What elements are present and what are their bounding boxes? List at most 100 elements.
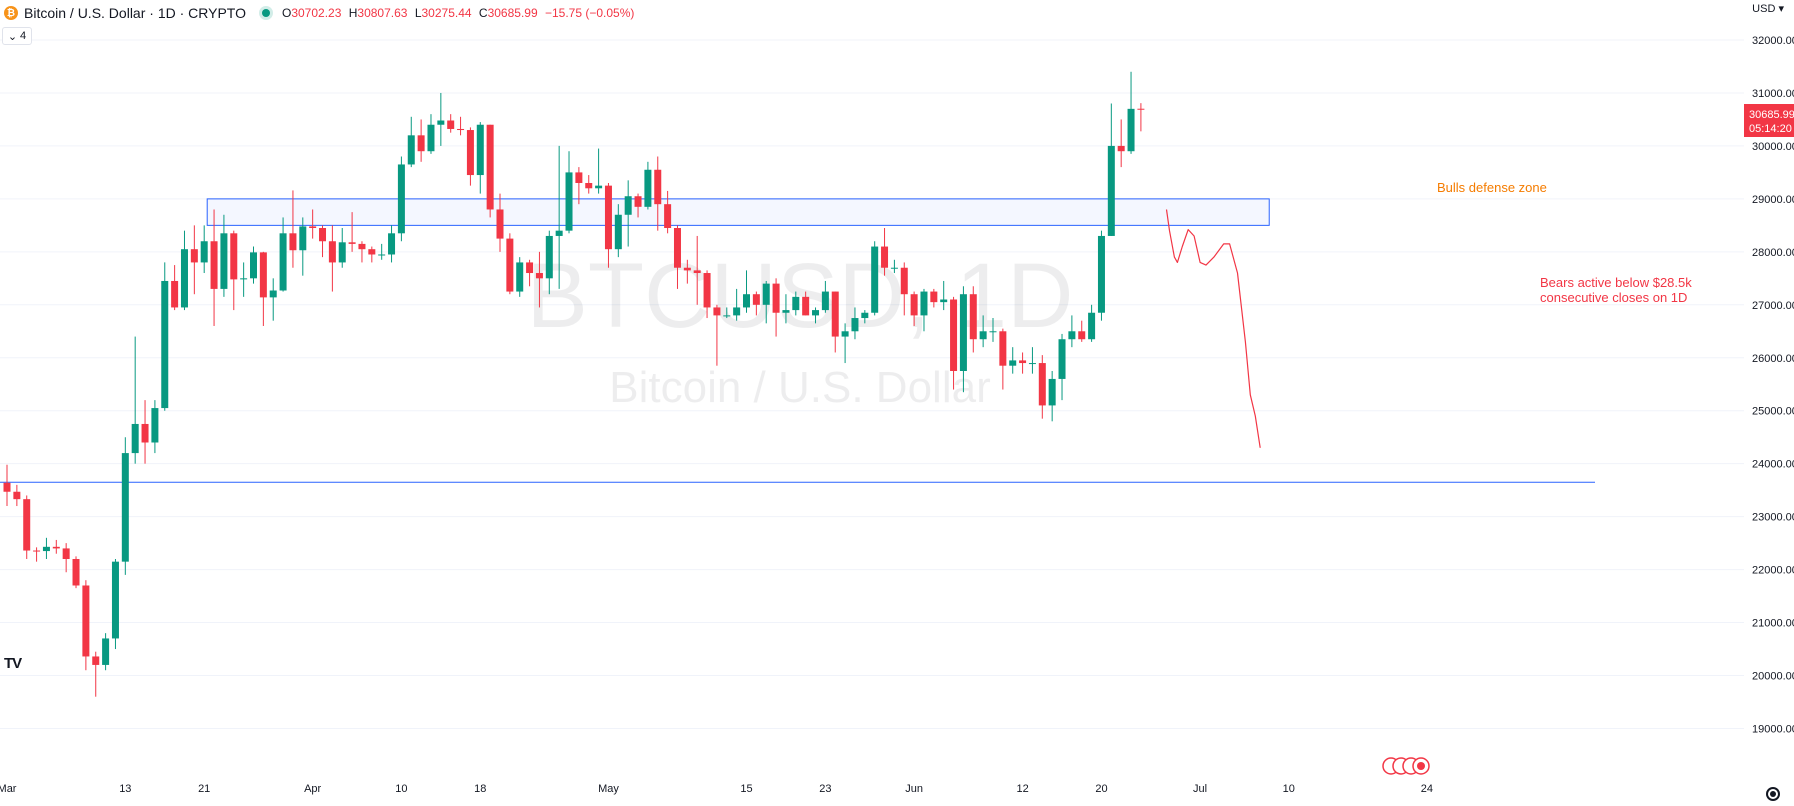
candle bbox=[220, 214, 228, 297]
indicators-toggle[interactable]: ⌄ 4 bbox=[2, 27, 32, 45]
candle bbox=[1068, 315, 1076, 348]
candle-body bbox=[33, 550, 41, 552]
candle bbox=[969, 286, 977, 353]
candle bbox=[713, 304, 721, 366]
candle-body bbox=[999, 331, 1007, 366]
candle-body bbox=[328, 241, 336, 263]
candle bbox=[1137, 103, 1145, 132]
y-tick-label: 28000.00 bbox=[1752, 247, 1794, 259]
candle bbox=[42, 537, 50, 560]
candle-body bbox=[319, 228, 327, 242]
candle-body bbox=[220, 233, 228, 289]
candle-body bbox=[190, 249, 198, 263]
candle bbox=[437, 92, 445, 146]
candle bbox=[999, 328, 1007, 390]
candle bbox=[979, 315, 987, 348]
economic-events-flags[interactable] bbox=[1382, 757, 1430, 775]
candle-body bbox=[427, 124, 435, 152]
symbol-title[interactable]: Bitcoin / U.S. Dollar · 1D · CRYPTO bbox=[24, 5, 246, 21]
candle bbox=[3, 464, 11, 507]
candle bbox=[959, 286, 967, 393]
candle bbox=[851, 307, 859, 340]
candle bbox=[545, 230, 553, 295]
indicators-count: 4 bbox=[20, 30, 27, 42]
caret-down-icon: ▾ bbox=[1778, 3, 1784, 15]
candle-body bbox=[269, 290, 277, 298]
price-label-value: 30685.99 bbox=[1749, 109, 1794, 121]
bitcoin-icon: ₿ bbox=[4, 6, 18, 20]
candle-body bbox=[950, 299, 958, 371]
candle-body bbox=[881, 246, 889, 268]
candle-body bbox=[407, 135, 415, 165]
candle-body bbox=[348, 242, 356, 244]
candle-body bbox=[82, 585, 90, 657]
candle bbox=[624, 180, 632, 247]
candle-body bbox=[457, 128, 465, 131]
candle-body bbox=[72, 559, 80, 586]
x-tick-label: 10 bbox=[1283, 783, 1295, 795]
candle-body bbox=[111, 561, 119, 639]
tradingview-logo-icon[interactable]: TV bbox=[4, 655, 22, 672]
candle-body bbox=[102, 638, 110, 665]
candle bbox=[506, 233, 514, 295]
candle-body bbox=[890, 267, 898, 269]
candle bbox=[33, 547, 41, 562]
candle-body bbox=[723, 315, 731, 317]
candle-body bbox=[614, 214, 622, 250]
candle bbox=[693, 235, 701, 305]
candle bbox=[269, 278, 277, 321]
candle bbox=[289, 190, 297, 268]
candle-body bbox=[782, 310, 790, 313]
candle bbox=[309, 209, 317, 239]
candle-body bbox=[397, 164, 405, 234]
candle-body bbox=[466, 130, 474, 176]
candle bbox=[792, 291, 800, 316]
candle bbox=[121, 437, 129, 575]
candle-body bbox=[624, 196, 632, 215]
candle-body bbox=[151, 408, 159, 443]
ohlc-open: 30702.23 bbox=[291, 6, 342, 20]
candle bbox=[92, 651, 100, 697]
candle-body bbox=[565, 172, 573, 231]
x-tick-label: May bbox=[598, 783, 619, 795]
x-tick-label: Jun bbox=[905, 783, 923, 795]
ohlc-low-key: L bbox=[414, 6, 422, 20]
candle-body bbox=[900, 267, 908, 295]
candle bbox=[161, 262, 169, 411]
candle bbox=[516, 257, 524, 297]
candle-body bbox=[792, 296, 800, 311]
candle-body bbox=[210, 241, 218, 289]
candle bbox=[812, 307, 820, 324]
candle bbox=[378, 243, 386, 260]
candle-body bbox=[545, 235, 553, 279]
candle bbox=[210, 209, 218, 326]
candle-body bbox=[161, 280, 169, 409]
candle bbox=[102, 633, 110, 671]
x-tick-label: Apr bbox=[304, 783, 321, 795]
candle-body bbox=[575, 172, 583, 183]
candle-body bbox=[802, 296, 810, 316]
candle-body bbox=[417, 135, 425, 152]
gear-icon[interactable] bbox=[1766, 787, 1780, 801]
candle-body bbox=[535, 273, 543, 279]
currency-selector[interactable]: USD ▾ bbox=[1752, 2, 1784, 15]
candle bbox=[802, 291, 810, 316]
candle-body bbox=[279, 233, 287, 291]
candle bbox=[190, 225, 198, 295]
candle-body bbox=[437, 120, 445, 125]
candle-body bbox=[1019, 360, 1027, 364]
candle-body bbox=[358, 243, 366, 250]
candle bbox=[171, 265, 179, 311]
candle bbox=[466, 127, 474, 186]
candle-body bbox=[821, 291, 829, 311]
candle-body bbox=[920, 291, 928, 316]
x-tick-label: 21 bbox=[198, 783, 210, 795]
candle bbox=[604, 182, 612, 268]
chevron-down-icon: ⌄ bbox=[7, 30, 18, 43]
candle-body bbox=[338, 242, 346, 263]
candle bbox=[358, 241, 366, 263]
candle bbox=[250, 246, 257, 284]
candle-body bbox=[171, 280, 179, 308]
candle-body bbox=[1088, 312, 1096, 340]
